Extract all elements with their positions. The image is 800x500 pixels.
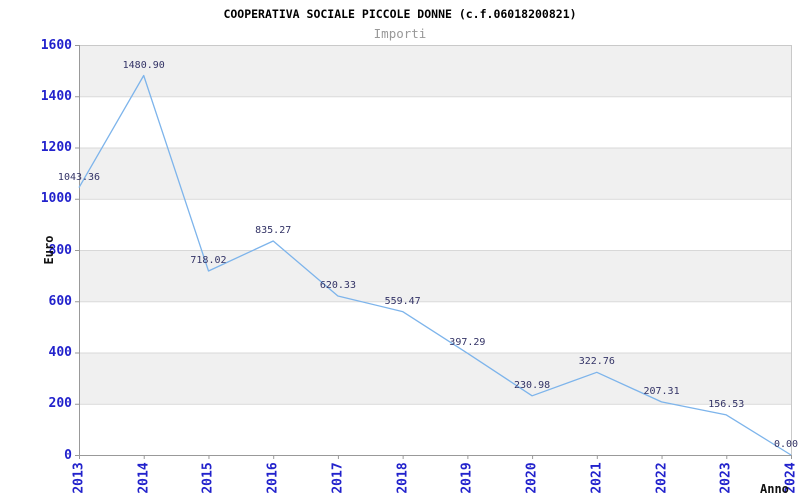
- y-tick-label: 1000: [40, 191, 72, 207]
- x-tick-label: 2023: [718, 462, 734, 494]
- y-tick-label: 1400: [40, 88, 72, 104]
- y-tick-label: 200: [48, 396, 72, 412]
- grid-band: [79, 147, 791, 199]
- data-label: 397.29: [449, 337, 486, 349]
- data-label: 1043.36: [57, 171, 101, 183]
- y-tick-label: 600: [48, 293, 72, 309]
- data-label: 156.53: [708, 398, 745, 410]
- x-tick-label: 2019: [459, 462, 475, 494]
- x-tick-label: 2022: [654, 462, 670, 494]
- x-axis-title: Anno: [760, 482, 789, 496]
- x-tick-label: 2013: [71, 462, 87, 494]
- data-label: 0.00: [773, 439, 799, 450]
- data-label: 718.02: [190, 255, 227, 266]
- data-label: 620.33: [319, 280, 356, 292]
- data-label: 835.27: [255, 224, 292, 236]
- x-tick-label: 2018: [395, 462, 411, 494]
- x-tick-label: 2014: [136, 462, 152, 494]
- y-tick-label: 1200: [40, 140, 72, 155]
- y-tick-label: 400: [48, 345, 72, 360]
- chart-title: COOPERATIVA SOCIALE PICCOLE DONNE (c.f.0…: [223, 7, 577, 21]
- x-tick-label: 2020: [524, 462, 540, 494]
- data-line: [78, 74, 792, 456]
- y-tick-label: 800: [48, 242, 72, 258]
- x-tick-label: 2016: [265, 462, 281, 494]
- data-label: 322.76: [578, 356, 615, 368]
- chart-subtitle: Importi: [373, 26, 427, 41]
- grid-band: [79, 45, 791, 97]
- x-tick-label: 2017: [330, 462, 346, 494]
- x-tick-label: 2021: [589, 462, 605, 494]
- data-label: 207.31: [643, 385, 680, 397]
- y-axis-title: Euro: [42, 235, 56, 265]
- grid-band: [79, 250, 791, 302]
- y-tick-label: 1600: [40, 37, 72, 53]
- data-label: 230.98: [514, 379, 551, 391]
- data-label: 559.47: [384, 295, 421, 307]
- grid-band: [79, 352, 791, 404]
- y-tick-label: 0: [64, 447, 72, 463]
- x-tick-label: 2015: [200, 462, 216, 494]
- data-label: 1480.90: [122, 59, 165, 71]
